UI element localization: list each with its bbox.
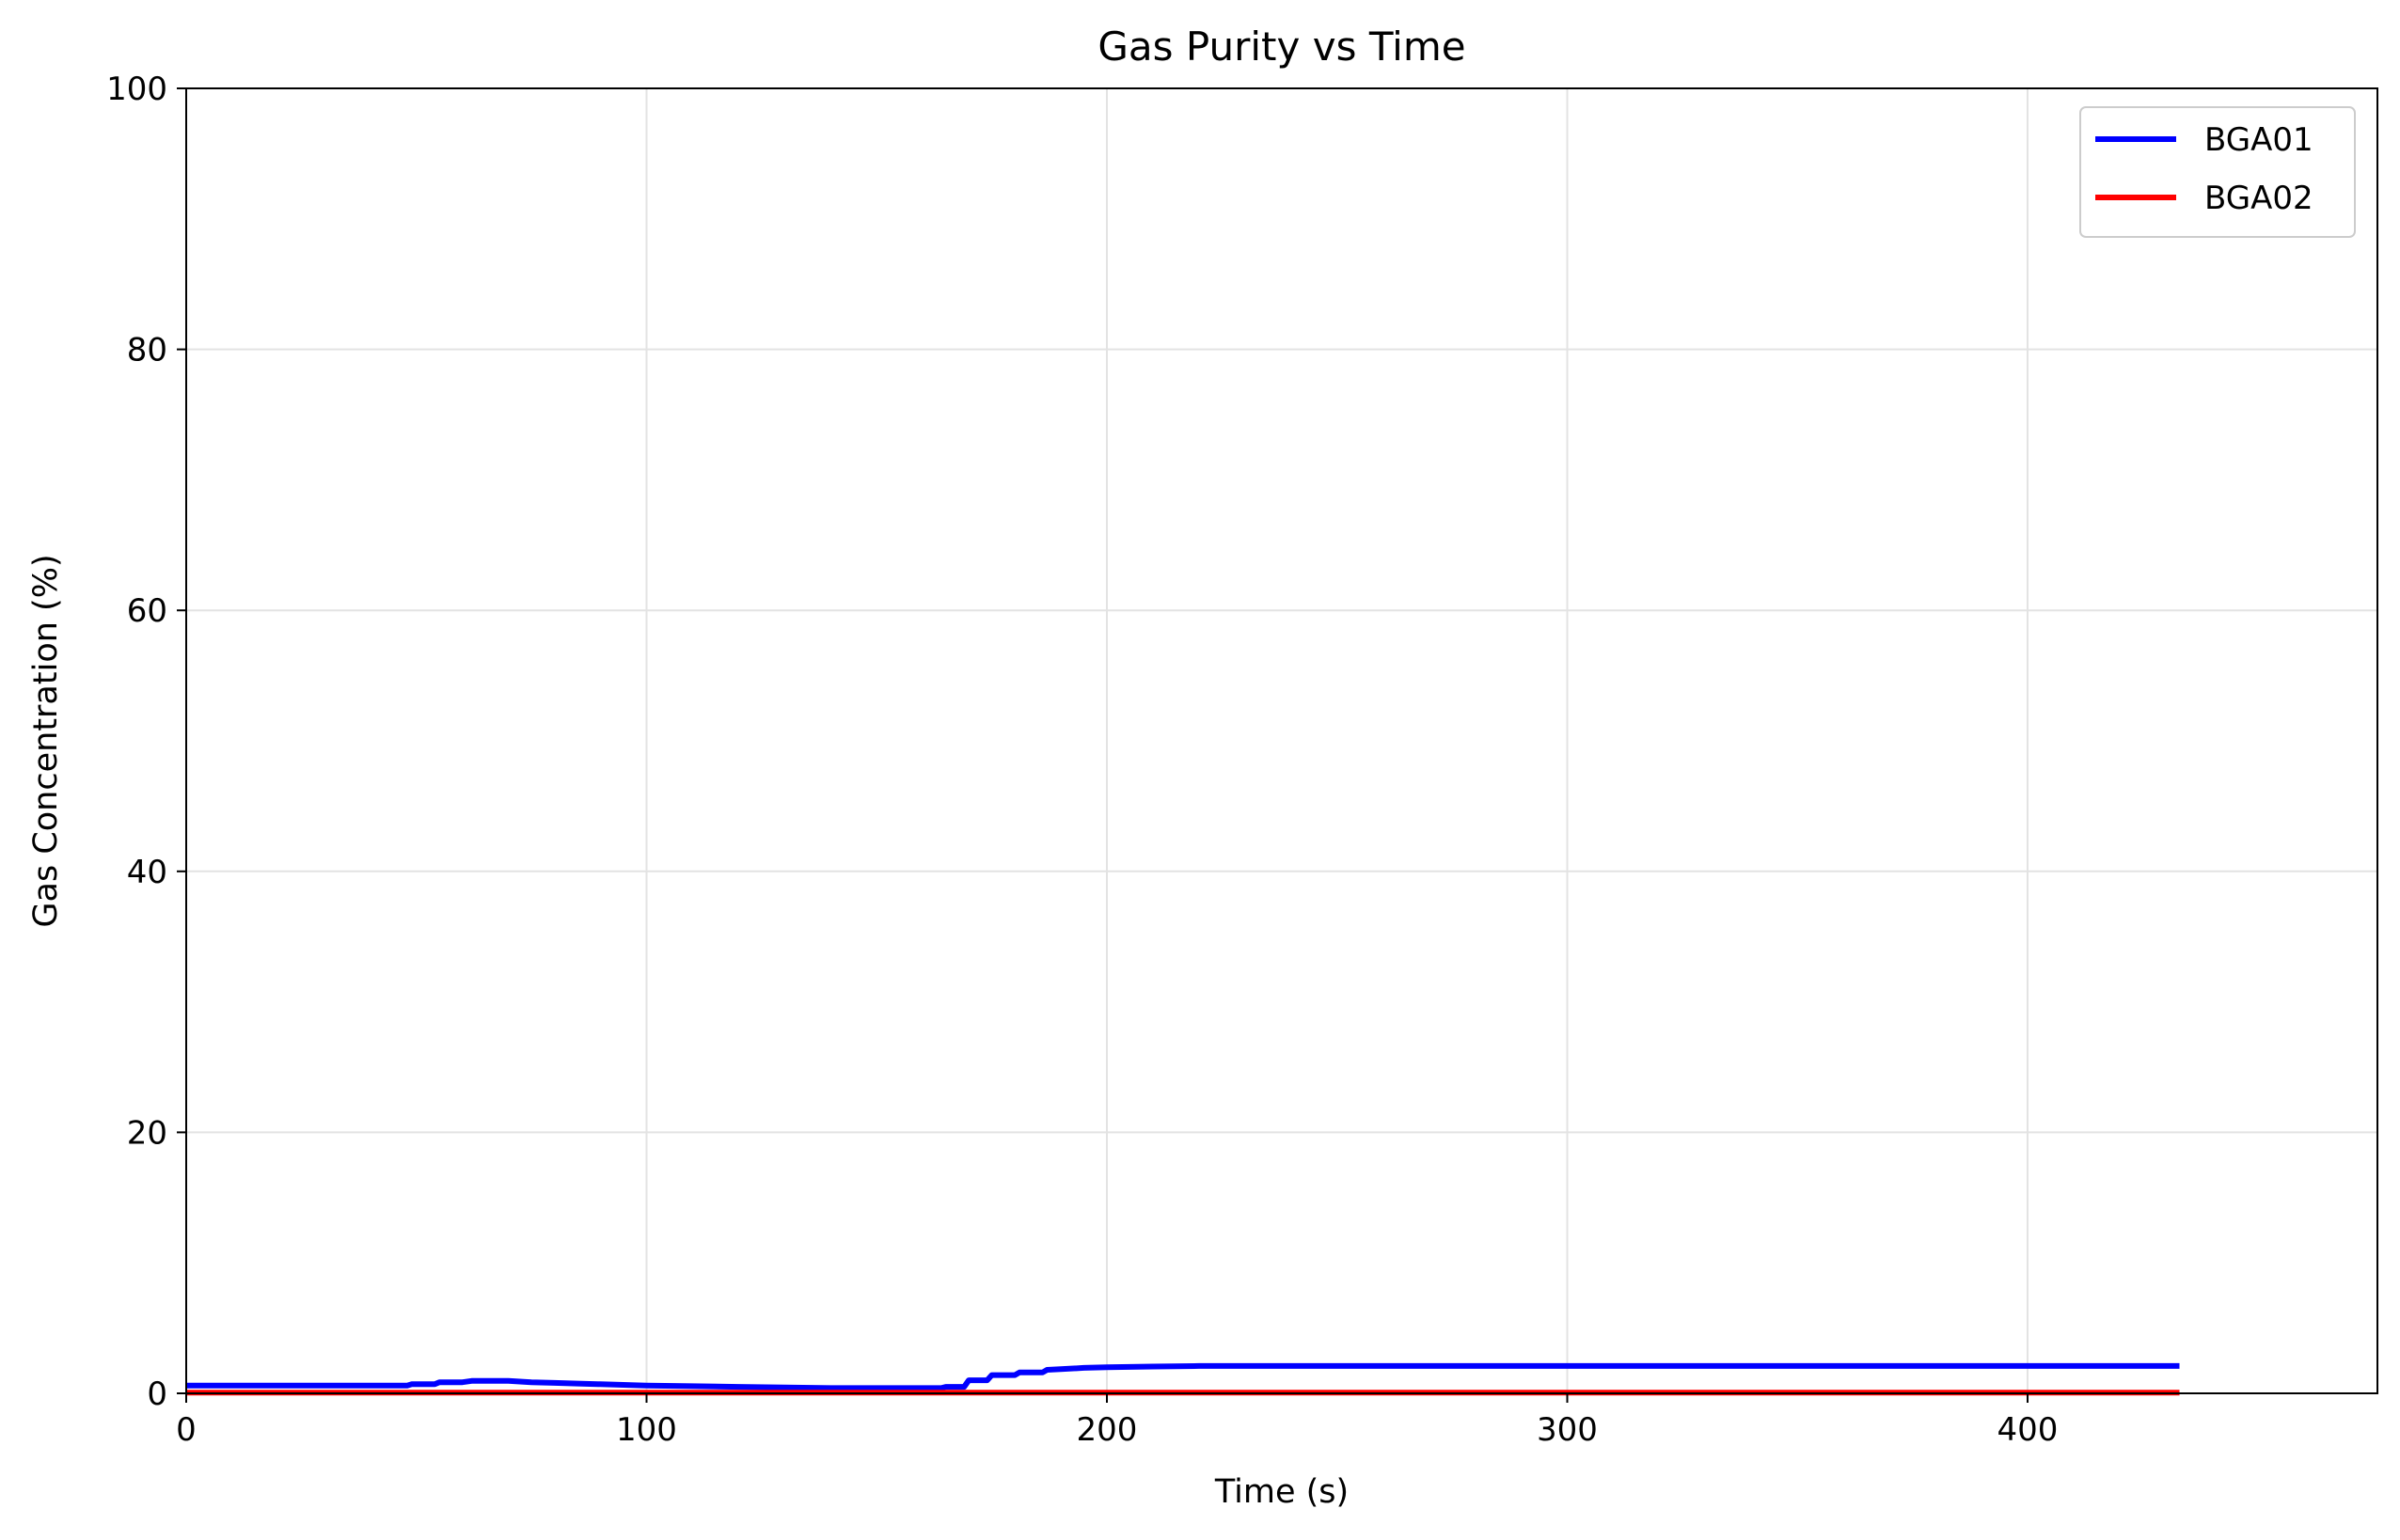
y-tick-label: 80 xyxy=(127,332,167,369)
y-tick-label: 0 xyxy=(147,1375,167,1413)
y-axis-title: Gas Concentration (%) xyxy=(27,554,65,927)
x-tick-label: 300 xyxy=(1537,1411,1598,1449)
y-tick-label: 60 xyxy=(127,592,167,630)
x-tick-label: 400 xyxy=(1997,1411,2059,1449)
plot-frame xyxy=(185,87,2378,1394)
series-line-bga01 xyxy=(186,1362,2180,1391)
axis-ticks: 0 100 200 300 400 0 20 40 60 80 100 xyxy=(106,71,2058,1449)
legend-label-bga01: BGA01 xyxy=(2204,121,2313,159)
y-tick-label: 40 xyxy=(127,854,167,891)
y-tick-label: 100 xyxy=(106,71,167,108)
x-axis-title: Time (s) xyxy=(1214,1473,1349,1511)
x-tick-label: 0 xyxy=(176,1411,197,1449)
x-tick-label: 100 xyxy=(616,1411,677,1449)
chart-title: Gas Purity vs Time xyxy=(1097,24,1465,70)
x-tick-label: 200 xyxy=(1077,1411,1138,1449)
legend-label-bga02: BGA02 xyxy=(2204,180,2313,217)
y-tick-label: 20 xyxy=(127,1114,167,1152)
legend: BGA01 BGA02 xyxy=(2079,106,2356,238)
